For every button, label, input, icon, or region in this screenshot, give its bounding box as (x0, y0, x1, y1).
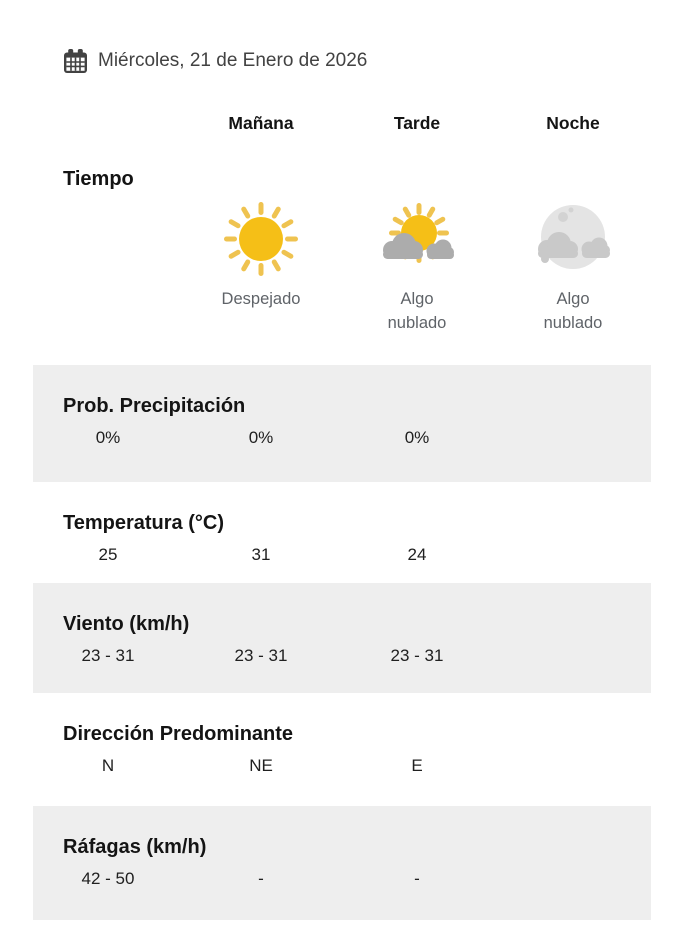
cell-value: N (101, 756, 115, 775)
cell-value: 0% (248, 428, 274, 447)
row-label: Viento (km/h) (63, 613, 190, 635)
cell-value: 0% (404, 428, 430, 447)
row-prob-precipitacion: Prob. Precipitación 0% 0% 0% (33, 365, 651, 482)
tiempo-cell-manana: Despejado (183, 167, 339, 335)
weather-caption: Algo nublado (543, 290, 603, 332)
row-label: Temperatura (°C) (63, 512, 224, 534)
weather-caption: Algo nublado (387, 290, 447, 332)
forecast-rows: Prob. Precipitación 0% 0% 0% Temperatura… (33, 365, 651, 920)
cell-value: 23 - 31 (390, 646, 444, 665)
row-tiempo: Tiempo (33, 167, 651, 335)
weather-caption: Despejado (221, 290, 301, 308)
row-direccion-predominante: Dirección Predominante N NE E (33, 693, 651, 806)
row-label: Dirección Predominante (63, 723, 294, 745)
moon-behind-cloud-icon (533, 199, 613, 279)
column-header-manana: Mañana (228, 113, 294, 133)
column-header-noche: Noche (546, 113, 600, 133)
sun-behind-cloud-icon (377, 199, 457, 279)
cell-value: NE (249, 756, 273, 775)
row-viento: Viento (km/h) 23 - 31 23 - 31 23 - 31 (33, 583, 651, 693)
forecast-table: Mañana Tarde Noche Tiempo (33, 112, 651, 920)
tiempo-cell-noche: Algo nublado (495, 167, 651, 335)
column-header-row: Mañana Tarde Noche (33, 112, 651, 134)
date-header: Miércoles, 21 de Enero de 2026 (0, 0, 675, 75)
row-label: Prob. Precipitación (63, 395, 246, 417)
column-header-tarde: Tarde (393, 113, 441, 133)
cell-value: 42 - 50 (81, 869, 135, 888)
cell-value: 25 (98, 545, 118, 564)
row-label-tiempo: Tiempo (63, 168, 134, 190)
sunny-icon (221, 199, 301, 279)
row-temperatura: Temperatura (°C) 25 31 24 (33, 482, 651, 583)
cell-value: - (258, 869, 264, 888)
row-rafagas: Ráfagas (km/h) 42 - 50 - - (33, 806, 651, 920)
cell-value: 0% (95, 428, 121, 447)
cell-value: 24 (407, 545, 427, 564)
cell-value: E (411, 756, 423, 775)
tiempo-cell-tarde: Algo nublado (339, 167, 495, 335)
cell-value: 31 (251, 545, 271, 564)
calendar-icon (62, 48, 89, 75)
row-label: Ráfagas (km/h) (63, 836, 207, 858)
cell-value: - (414, 869, 420, 888)
cell-value: 23 - 31 (81, 646, 135, 665)
date-text: Miércoles, 21 de Enero de 2026 (98, 50, 368, 71)
cell-value: 23 - 31 (234, 646, 288, 665)
